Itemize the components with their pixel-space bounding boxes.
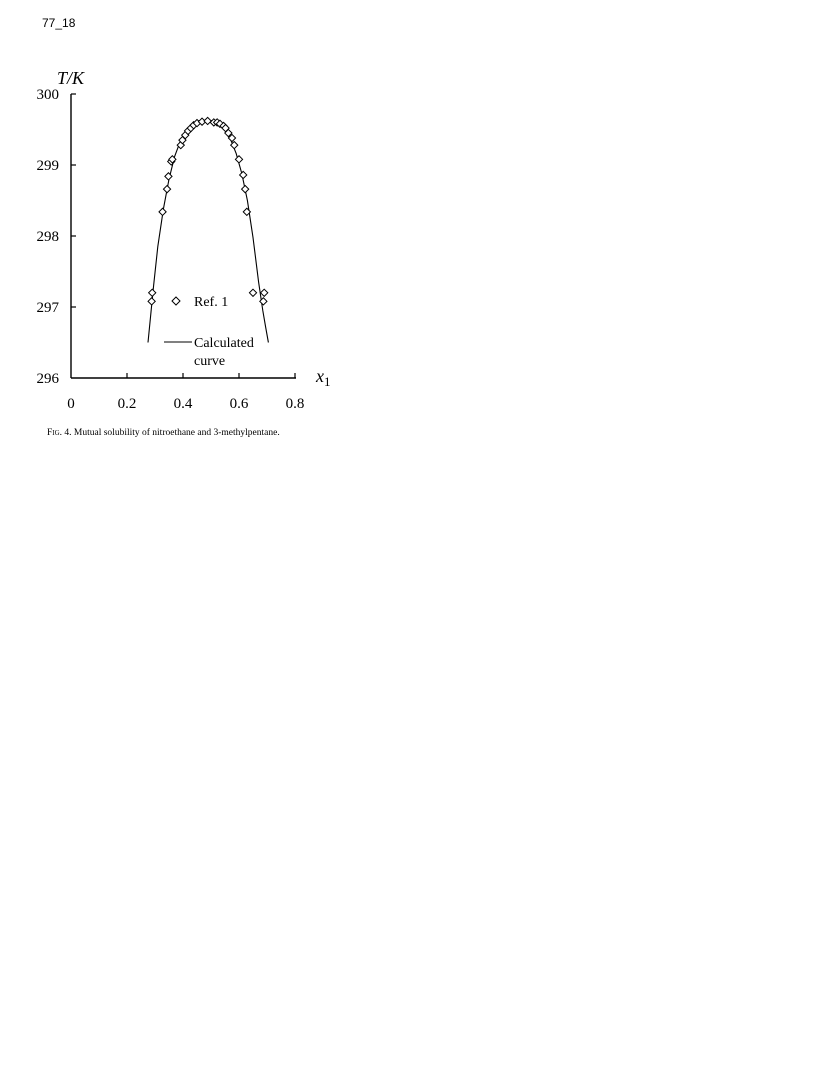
y-tick-label: 298	[37, 229, 60, 245]
data-point	[248, 288, 258, 298]
solubility-chart: 296 297 298 299 300 0 0.2 0.4 0.6 0.8 T/K x1 Ref…	[37, 68, 331, 412]
ref1-points	[147, 116, 269, 306]
figure-caption: Fig. 4. Mutual solubility of nitroethane…	[47, 428, 280, 438]
y-tick-label: 299	[37, 158, 60, 174]
x-tick-label: 0.4	[174, 396, 193, 412]
data-point	[242, 207, 252, 217]
caption-text: Mutual solubility of nitroethane and 3-m…	[73, 428, 280, 438]
x-tick-label: 0.2	[118, 396, 137, 412]
data-point	[147, 288, 157, 298]
page-label: 77_18	[42, 16, 76, 30]
data-point	[147, 297, 156, 306]
data-point	[240, 184, 250, 194]
data-point	[229, 140, 239, 150]
x-axis-label-text: x1	[315, 366, 331, 389]
data-point	[158, 207, 167, 217]
y-ticks: 296 297 298 299 300	[37, 87, 76, 387]
data-point	[224, 128, 233, 138]
data-point	[168, 155, 177, 164]
y-tick-label: 296	[37, 371, 60, 387]
data-point	[164, 172, 173, 181]
data-point	[203, 116, 212, 126]
caption-fig-label: Fig. 4.	[47, 428, 72, 438]
data-point	[259, 288, 269, 298]
legend-marker-diamond	[171, 296, 181, 306]
x-ticks: 0 0.2 0.4 0.6 0.8	[67, 373, 304, 412]
x-tick-label: 0	[67, 396, 75, 412]
data-point	[162, 184, 172, 194]
y-tick-label: 297	[37, 300, 60, 316]
legend-label-calculated: Calculated curve	[194, 336, 254, 369]
data-point	[238, 170, 248, 180]
data-point	[227, 133, 237, 143]
data-point	[259, 297, 268, 306]
data-point	[234, 155, 244, 164]
x-tick-label: 0.8	[286, 396, 305, 412]
x-tick-label: 0.6	[230, 396, 249, 412]
legend: Ref. 1 Calculated curve	[164, 295, 254, 369]
y-tick-label: 300	[37, 87, 60, 103]
y-axis-label: T/K	[57, 68, 85, 88]
x-axis-label: x1	[315, 366, 331, 389]
legend-label-ref1: Ref. 1	[194, 295, 228, 310]
